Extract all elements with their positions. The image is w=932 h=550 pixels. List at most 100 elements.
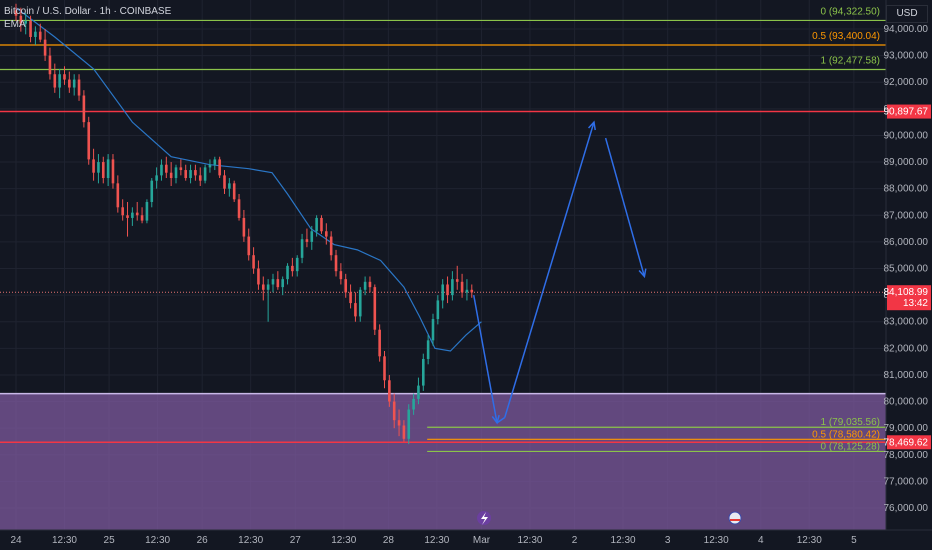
candle-body [354, 303, 357, 317]
candle-body [436, 300, 440, 320]
time-tick-label: 12:30 [704, 535, 729, 546]
candle-body [72, 79, 76, 88]
price-tick-label: 90,000.00 [884, 130, 929, 141]
candle-body [363, 281, 367, 290]
candle-body [257, 268, 260, 285]
candle-body [271, 279, 275, 285]
lightning-icon [481, 512, 488, 525]
time-tick-label: 3 [665, 535, 671, 546]
price-tick-label: 88,000.00 [884, 184, 929, 195]
time-tick-label: 25 [104, 535, 116, 546]
time-axis[interactable]: 24 12:30 25 12:30 26 12:30 27 12:30 28 12:30 Mar 12… [0, 529, 932, 550]
candle-body [43, 39, 47, 56]
candle-body [34, 31, 37, 37]
price-tick-label: 79,000.00 [884, 423, 929, 434]
candle-body [140, 215, 144, 221]
candle-body [189, 170, 192, 179]
candle-body [218, 159, 221, 176]
indicator-label[interactable]: EMA [4, 19, 26, 30]
us-flag-icon [728, 511, 742, 525]
candle-body [223, 175, 226, 189]
candle-body [431, 319, 435, 341]
time-axis-bg [0, 530, 932, 550]
ema-path [15, 7, 482, 352]
candle-body [300, 239, 304, 258]
fib-label: 0.5 (93,400.04) [812, 31, 880, 42]
candle-body [63, 74, 66, 80]
candles [14, 3, 474, 445]
candle-body [184, 170, 188, 179]
price-tick-label: 85,000.00 [884, 264, 929, 275]
time-tick-label: 12:30 [517, 535, 542, 546]
candle-body [87, 122, 91, 160]
price-tick-label: 92,000.00 [884, 77, 929, 88]
arrow-head [638, 268, 647, 279]
candle-body [368, 281, 372, 288]
time-tick-label: 5 [851, 535, 857, 546]
candle-body [198, 175, 202, 181]
price-badge [887, 435, 931, 450]
candle-body [295, 257, 299, 272]
time-tick-label: 24 [10, 535, 22, 546]
fib-label: 1 (92,477.58) [821, 56, 881, 67]
candle-body [392, 401, 396, 421]
time-tick-label: 12:30 [52, 535, 77, 546]
candle-body [407, 409, 411, 439]
candle-body [121, 207, 124, 216]
flag-stripe [730, 519, 740, 521]
candle-body [276, 279, 280, 288]
candle-body [97, 162, 100, 173]
time-tick-label: 12:30 [797, 535, 822, 546]
demand-zone [0, 392, 886, 530]
zone-rect [0, 393, 886, 530]
candle-body [24, 21, 27, 24]
time-tick-label: 28 [383, 535, 395, 546]
price-tick-label: 82,000.00 [884, 343, 929, 354]
candle-body [126, 215, 129, 218]
candle-body [305, 239, 309, 242]
candle-body [169, 172, 173, 179]
candle-body [92, 159, 95, 173]
currency-button[interactable]: USD [886, 5, 928, 23]
candle-body [19, 15, 23, 24]
candle-body [339, 271, 343, 280]
price-tick-label: 93,000.00 [884, 51, 929, 62]
candle-body [203, 167, 207, 181]
ema-line [15, 7, 482, 352]
time-tick-label: 12:30 [145, 535, 170, 546]
candle-body [320, 217, 323, 232]
price-tick-label: 94,000.00 [884, 24, 929, 35]
symbol-title[interactable]: Bitcoin / U.S. Dollar · 1h · COINBASE [4, 6, 172, 17]
candle-body [358, 289, 362, 317]
candle-body [455, 279, 459, 282]
arrow-segment [504, 121, 595, 418]
candle-body [465, 289, 469, 293]
fib-label: 1 (79,035.56) [821, 417, 881, 428]
price-axis[interactable]: 94,000.0093,000.0092,000.0091,000.0090,0… [884, 0, 932, 550]
price-badge-label: 90,897.67 [884, 107, 929, 118]
candle-body [77, 79, 81, 96]
fib-levels: 0 (94,322.50) 0.5 (93,400.04) 1 (92,477.58… [0, 6, 886, 452]
candle-body [261, 284, 265, 290]
event-icons[interactable] [477, 511, 742, 525]
candle-body [174, 167, 178, 179]
candle-body [470, 289, 474, 293]
projection-arrows [472, 120, 647, 425]
candle-body [281, 279, 284, 288]
price-badge-countdown: 13:42 [903, 298, 928, 309]
price-tick-label: 89,000.00 [884, 157, 929, 168]
price-tick-label: 86,000.00 [884, 237, 929, 248]
candle-body [116, 183, 120, 208]
candle-body [237, 199, 241, 218]
candle-body [329, 236, 333, 256]
candle-body [53, 74, 57, 88]
price-tick-label: 81,000.00 [884, 370, 929, 381]
candle-body [48, 55, 52, 75]
candle-body [291, 265, 294, 272]
candle-body [397, 420, 401, 426]
candle-body [388, 380, 391, 402]
candle-body [266, 284, 270, 290]
candle-body [208, 164, 212, 168]
time-tick-label: 4 [758, 535, 764, 546]
